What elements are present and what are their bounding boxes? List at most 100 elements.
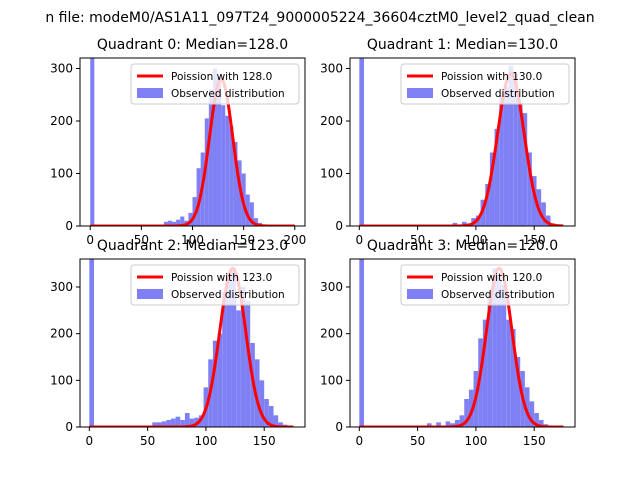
y-tick-label: 0 [335,219,343,233]
legend-label-observed: Observed distribution [441,289,555,301]
histogram-bar [501,284,507,427]
axes-frame [79,258,306,428]
histogram-bar [189,418,195,427]
histogram-bar [180,216,185,226]
legend-label-poisson: Poission with 130.0 [441,71,542,83]
legend-label-poisson: Poission with 123.0 [171,272,272,284]
histogram-bar [499,94,504,226]
plot-area [88,259,295,427]
histogram-bar [510,329,516,427]
y-tick-label: 300 [320,62,343,76]
x-tick-label: 50 [410,434,425,448]
histogram-bar [152,422,157,427]
histogram-bar [245,301,251,427]
histogram-bar [170,418,176,427]
histogram-bar [268,406,274,427]
histogram-bar [436,422,441,427]
y-tick-label: 100 [50,373,73,387]
subplot-grid: 0 50 100 150 200 0 100 200 300 Poission with 128.… [50,37,576,448]
poisson-curve [358,266,565,427]
histogram-bar [231,268,237,427]
legend: Poission with 120.0 Observed distribution [400,264,570,306]
histogram-bar [208,89,213,226]
x-tick-label: 100 [194,434,217,448]
x-tick-label: 0 [356,233,364,247]
legend-bar-swatch [137,289,163,299]
histogram-bar [192,197,197,226]
y-tick-label: 200 [320,114,343,128]
histogram-bar [524,387,530,427]
histogram-bar [496,275,502,427]
subplot-quadrant-1: 0 50 100 150 0 100 200 300 Poission with 130.0 Ob… [320,37,576,247]
legend-bar-swatch [407,88,433,98]
histogram-bar [204,118,209,226]
y-tick-label: 100 [50,167,73,181]
histogram-bar [253,218,258,226]
histogram-bar [167,220,173,226]
histogram-bar [359,58,364,226]
figure-suptitle: n file: modeM0/AS1A11_097T24_9000005224_… [45,10,594,26]
histogram-bar [217,76,222,226]
x-tick-label: 0 [86,434,94,448]
x-tick-label: 100 [464,233,487,247]
histogram-bar [212,340,218,427]
histogram-bar [527,152,532,226]
x-tick-label: 100 [181,233,204,247]
histogram-bar [478,338,483,427]
histogram-bar [515,357,521,427]
x-tick-label: 150 [253,434,276,448]
histogram-bar [492,268,497,427]
histogram-bar [459,415,465,427]
x-tick-label: 50 [410,233,425,247]
histogram-bar [494,128,500,226]
legend-box [130,264,300,306]
histogram-bar [531,176,537,226]
histogram-bar [180,420,185,427]
histogram-bar [487,291,493,427]
legend-box [130,63,300,105]
x-tick-label: 150 [232,233,255,247]
histogram-bar [278,422,283,427]
histogram-bar [212,68,218,226]
histogram-bar [225,115,230,226]
histogram-bar [245,194,250,226]
legend: Poission with 123.0 Observed distribution [130,264,300,306]
histogram-bar [452,222,458,226]
histogram-bar [161,421,167,427]
histogram-bar [90,58,95,226]
legend-label-poisson: Poission with 120.0 [441,272,542,284]
legend-label-observed: Observed distribution [441,88,555,100]
subplot-title: Quadrant 0: Median=128.0 [97,37,288,53]
histogram-bar [156,422,162,427]
histogram-bar [482,319,488,427]
histogram-bar [522,113,528,226]
poisson-curve [88,266,295,427]
y-tick-label: 300 [50,62,73,76]
x-tick-label: 50 [140,434,155,448]
histogram-bar [163,221,168,226]
histogram-bar [461,221,467,226]
histogram-bar [445,421,451,427]
histogram-bar [89,259,94,427]
histogram-bar [233,142,238,226]
y-tick-label: 0 [65,420,73,434]
y-tick-label: 200 [50,114,73,128]
histogram-bar [196,168,201,226]
histogram-bar [254,359,260,427]
histogram-bar [464,399,469,427]
histogram-bar [259,380,265,427]
subplot-quadrant-2: 0 50 100 150 0 100 200 300 Poission with 123.0 Ob… [50,238,306,448]
histogram-bar [529,401,535,427]
histogram-bar [236,310,241,427]
histogram-bar [176,219,181,226]
histogram-bar [513,73,518,226]
histogram-bar [175,416,181,427]
histogram-bar [229,126,234,226]
legend-bar-swatch [137,88,163,98]
x-tick-label: 200 [283,233,306,247]
x-tick-label: 50 [134,233,149,247]
y-tick-label: 200 [50,327,73,341]
histogram-bar [508,65,514,226]
y-tick-label: 100 [320,373,343,387]
y-tick-label: 0 [335,420,343,434]
